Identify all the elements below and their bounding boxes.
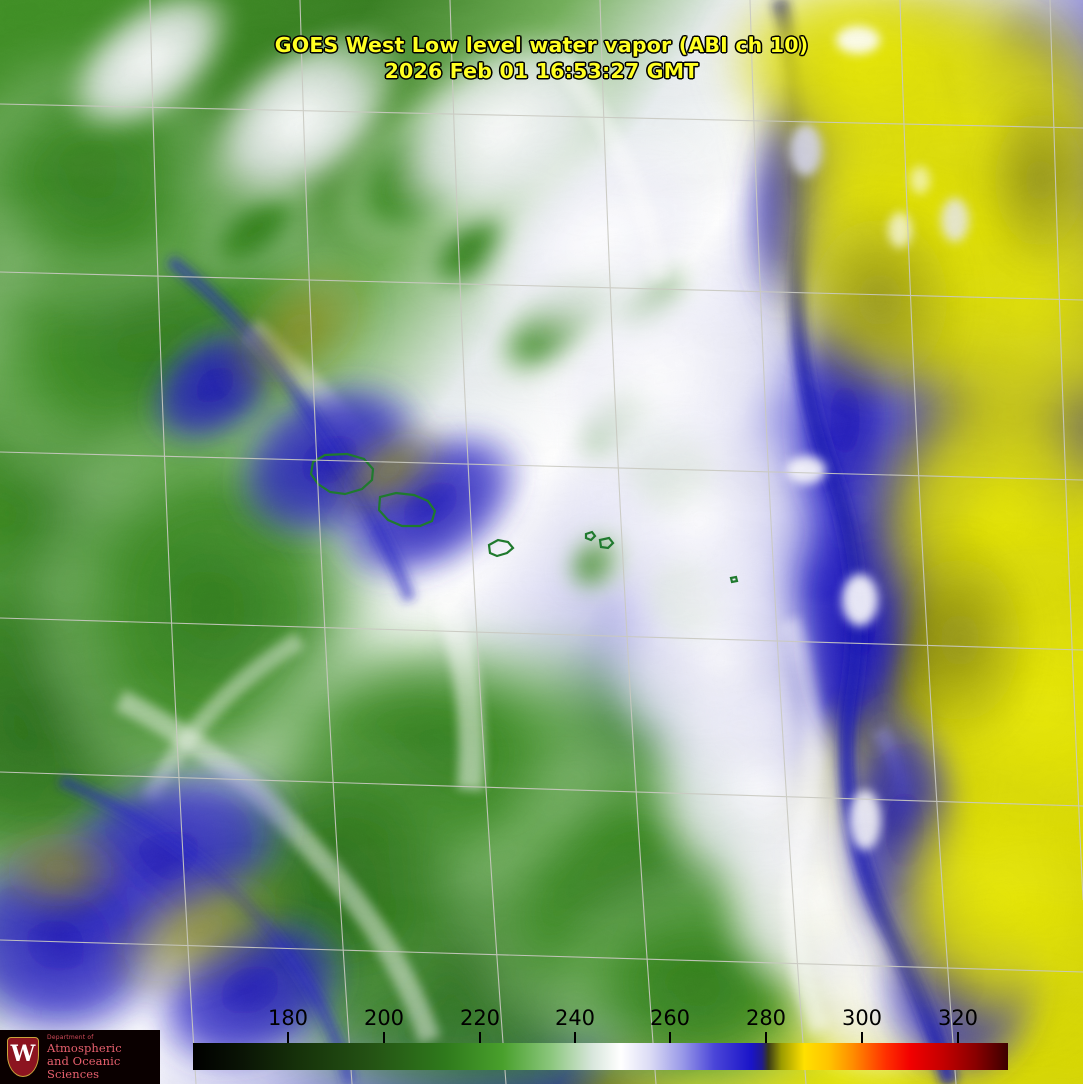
shield-shape	[7, 1037, 39, 1077]
colorbar-tick-labels: 180 200 220 240 260 280 300 320	[0, 1006, 1083, 1032]
crest-letter: W	[10, 1041, 36, 1067]
uw-aos-logo: W Department of Atmospheric and Oceanic …	[0, 1030, 160, 1084]
colorbar-tick-mark	[957, 1032, 959, 1043]
colorbar-tick-mark	[287, 1032, 289, 1043]
island-ofu-olosega	[584, 530, 597, 542]
colorbar-tick-mark	[574, 1032, 576, 1043]
colorbar-tick-label: 260	[649, 1006, 691, 1030]
colorbar-tick-label: 300	[841, 1006, 883, 1030]
colorbar-tick-mark	[479, 1032, 481, 1043]
colorbar-tick-label: 240	[554, 1006, 596, 1030]
logo-line-1: Atmospheric	[47, 1040, 122, 1055]
colorbar-gradient	[193, 1043, 1008, 1070]
uw-crest-icon: W	[5, 1036, 41, 1078]
colorbar-tick-label: 200	[363, 1006, 405, 1030]
colorbar-tick-label: 280	[745, 1006, 787, 1030]
logo-department-label: Department of	[47, 1033, 94, 1041]
colorbar-tick-label: 220	[459, 1006, 501, 1030]
logo-text-block: Department of Atmospheric and Oceanic Sc…	[47, 1034, 160, 1081]
colorbar-tick-mark	[861, 1032, 863, 1043]
island-upolu	[377, 491, 437, 528]
logo-line-2: and Oceanic Sciences	[47, 1053, 121, 1081]
colorbar-tick-mark	[383, 1032, 385, 1043]
colorbar-tick-label: 320	[937, 1006, 979, 1030]
colorbar-tick-mark	[669, 1032, 671, 1043]
colorbar-block: 180 200 220 240 260 280 300 320	[0, 1006, 1083, 1084]
island-rose-atoll	[729, 575, 739, 584]
colorbar-tick-marks	[0, 1032, 1083, 1043]
colorbar-tick-label: 180	[267, 1006, 309, 1030]
colorbar-tick-mark	[765, 1032, 767, 1043]
